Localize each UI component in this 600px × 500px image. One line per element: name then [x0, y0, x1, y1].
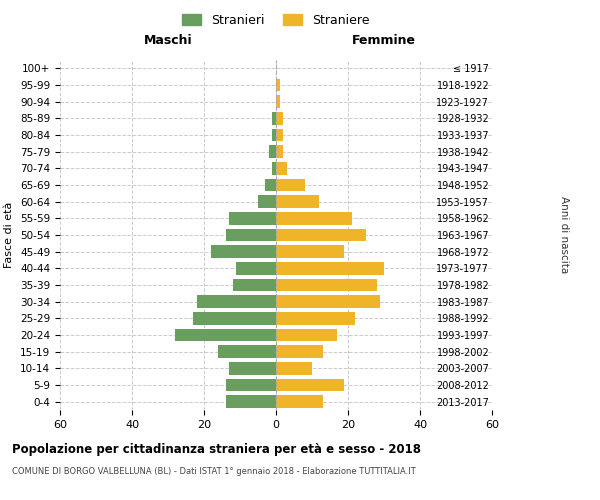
Bar: [276, 96, 280, 108]
Bar: [276, 146, 283, 158]
Text: Popolazione per cittadinanza straniera per età e sesso - 2018: Popolazione per cittadinanza straniera p…: [12, 442, 421, 456]
Bar: [276, 396, 323, 408]
Bar: [276, 162, 287, 174]
Bar: [276, 362, 312, 374]
Bar: [276, 279, 377, 291]
Bar: [269, 146, 276, 158]
Bar: [276, 112, 283, 124]
Bar: [272, 112, 276, 124]
Bar: [276, 329, 337, 341]
Bar: [276, 212, 352, 224]
Legend: Stranieri, Straniere: Stranieri, Straniere: [178, 8, 374, 32]
Bar: [197, 296, 276, 308]
Bar: [276, 179, 305, 192]
Bar: [193, 312, 276, 324]
Bar: [276, 79, 280, 92]
Bar: [258, 196, 276, 208]
Bar: [276, 346, 323, 358]
Bar: [175, 329, 276, 341]
Bar: [276, 196, 319, 208]
Bar: [226, 229, 276, 241]
Bar: [272, 162, 276, 174]
Bar: [233, 279, 276, 291]
Text: COMUNE DI BORGO VALBELLUNA (BL) - Dati ISTAT 1° gennaio 2018 - Elaborazione TUTT: COMUNE DI BORGO VALBELLUNA (BL) - Dati I…: [12, 468, 416, 476]
Y-axis label: Anni di nascita: Anni di nascita: [559, 196, 569, 274]
Bar: [229, 362, 276, 374]
Bar: [265, 179, 276, 192]
Bar: [276, 246, 344, 258]
Bar: [272, 129, 276, 141]
Bar: [276, 296, 380, 308]
Bar: [276, 262, 384, 274]
Bar: [226, 396, 276, 408]
Bar: [276, 379, 344, 391]
Bar: [218, 346, 276, 358]
Y-axis label: Fasce di età: Fasce di età: [4, 202, 14, 268]
Bar: [211, 246, 276, 258]
Bar: [229, 212, 276, 224]
Bar: [276, 312, 355, 324]
Bar: [236, 262, 276, 274]
Text: Maschi: Maschi: [143, 34, 193, 46]
Text: Femmine: Femmine: [352, 34, 416, 46]
Bar: [276, 229, 366, 241]
Bar: [276, 129, 283, 141]
Bar: [226, 379, 276, 391]
